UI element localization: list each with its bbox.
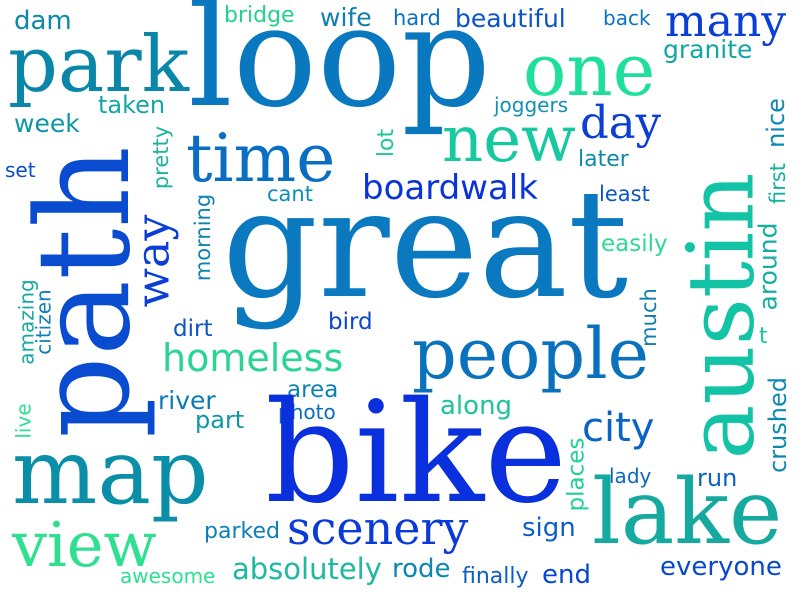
word-awesome: awesome (120, 564, 216, 588)
word-finally: finally (462, 564, 529, 589)
word-back: back (603, 6, 651, 30)
word-city: city (582, 405, 655, 451)
word-around: around (753, 222, 783, 311)
word-crushed: crushed (764, 377, 792, 473)
word-way: way (125, 214, 180, 308)
word-hard: hard (393, 6, 441, 30)
word-photo: photo (278, 400, 336, 424)
word-lake: lake (592, 460, 783, 565)
word-parked: parked (204, 519, 280, 544)
word-loop: loop (188, 0, 491, 139)
word-places: places (563, 437, 590, 512)
word-run: run (697, 464, 738, 492)
word-area: area (287, 377, 339, 403)
word-dirt: dirt (173, 316, 213, 342)
word-day: day (580, 96, 662, 149)
word-austin: austin (667, 172, 775, 460)
word-wife: wife (320, 3, 372, 32)
word-river: river (158, 386, 216, 415)
word-t: t (759, 324, 768, 349)
word-dam: dam (14, 6, 72, 36)
word-end: end (542, 560, 591, 590)
word-along: along (440, 391, 513, 421)
word-homeless: homeless (162, 336, 344, 380)
word-everyone: everyone (660, 552, 782, 582)
word-cant: cant (267, 182, 313, 206)
word-lot: lot (374, 128, 400, 158)
word-least: least (599, 182, 650, 206)
word-later: later (578, 147, 629, 172)
word-bike: bike (265, 372, 568, 535)
word-people: people (412, 313, 650, 395)
word-many: many (665, 0, 787, 47)
word-map: map (12, 420, 209, 525)
word-great: great (222, 158, 629, 332)
word-taken: taken (98, 91, 166, 119)
word-granite: granite (663, 35, 753, 64)
word-beautiful: beautiful (455, 4, 566, 33)
word-morning: morning (191, 193, 216, 282)
word-scenery: scenery (287, 501, 469, 555)
word-bird: bird (328, 309, 373, 335)
word-absolutely: absolutely (232, 552, 382, 586)
word-part: part (195, 406, 245, 434)
word-week: week (14, 109, 80, 138)
word-bridge: bridge (224, 3, 295, 28)
word-rode: rode (392, 554, 451, 584)
word-sign: sign (522, 513, 576, 543)
word-view: view (12, 508, 157, 581)
word-boardwalk: boardwalk (362, 168, 538, 208)
word-joggers: joggers (494, 93, 569, 117)
word-one: one (523, 28, 656, 112)
word-set: set (5, 158, 36, 182)
word-nice: nice (761, 98, 790, 148)
word-park: park (8, 20, 189, 110)
word-lady: lady (609, 464, 652, 488)
word-time: time (186, 120, 336, 197)
word-new: new (442, 103, 576, 177)
word-easily: easily (601, 231, 668, 257)
word-citizen: citizen (31, 289, 56, 355)
